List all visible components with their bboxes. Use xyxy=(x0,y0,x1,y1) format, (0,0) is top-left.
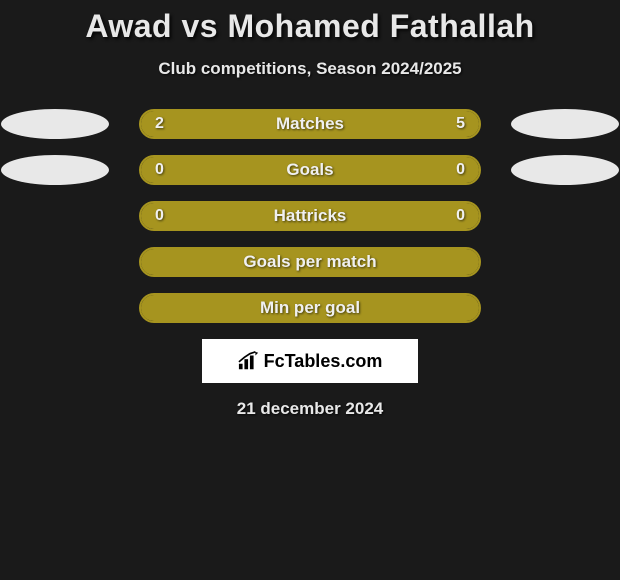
stat-row: 2 5 Matches xyxy=(0,109,620,139)
stat-label: Min per goal xyxy=(260,298,360,318)
logo-box: FcTables.com xyxy=(202,339,418,383)
stat-value-left: 2 xyxy=(155,115,164,133)
blank-slot xyxy=(511,293,619,323)
page-subtitle: Club competitions, Season 2024/2025 xyxy=(0,59,620,79)
player-badge-left xyxy=(1,155,109,185)
stat-bar: Goals per match xyxy=(139,247,481,277)
bar-left-fill xyxy=(141,157,310,183)
blank-slot xyxy=(1,247,109,277)
infographic-container: Awad vs Mohamed Fathallah Club competiti… xyxy=(0,0,620,419)
blank-slot xyxy=(511,247,619,277)
blank-slot xyxy=(1,201,109,231)
stat-rows: 2 5 Matches 0 0 Goals 0 0 Hattricks Goals per mat… xyxy=(0,109,620,323)
stat-label: Goals per match xyxy=(243,252,376,272)
date-line: 21 december 2024 xyxy=(0,399,620,419)
stat-value-right: 0 xyxy=(456,207,465,225)
stat-bar: 0 0 Goals xyxy=(139,155,481,185)
stat-row: 0 0 Goals xyxy=(0,155,620,185)
logo-text: FcTables.com xyxy=(264,351,383,372)
stat-row: 0 0 Hattricks xyxy=(0,201,620,231)
stat-bar: Min per goal xyxy=(139,293,481,323)
player-badge-left xyxy=(1,109,109,139)
stat-row: Goals per match xyxy=(0,247,620,277)
stat-value-right: 5 xyxy=(456,115,465,133)
barchart-icon xyxy=(238,351,260,371)
player-badge-right xyxy=(511,155,619,185)
blank-slot xyxy=(511,201,619,231)
bar-right-fill xyxy=(238,111,479,137)
stat-label: Goals xyxy=(286,160,333,180)
stat-value-left: 0 xyxy=(155,161,164,179)
stat-label: Matches xyxy=(276,114,344,134)
stat-value-left: 0 xyxy=(155,207,164,225)
player-badge-right xyxy=(511,109,619,139)
stat-bar: 0 0 Hattricks xyxy=(139,201,481,231)
stat-bar: 2 5 Matches xyxy=(139,109,481,139)
bar-right-fill xyxy=(310,157,479,183)
stat-row: Min per goal xyxy=(0,293,620,323)
blank-slot xyxy=(1,293,109,323)
page-title: Awad vs Mohamed Fathallah xyxy=(0,8,620,45)
stat-value-right: 0 xyxy=(456,161,465,179)
stat-label: Hattricks xyxy=(274,206,347,226)
